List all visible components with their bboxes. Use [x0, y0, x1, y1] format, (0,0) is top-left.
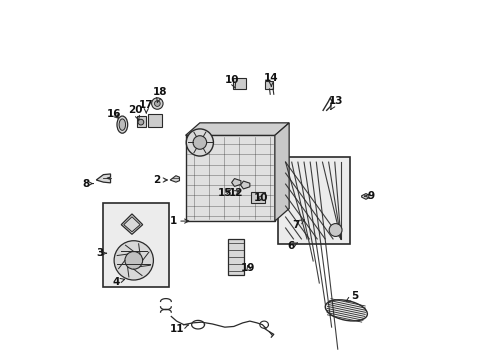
Text: 12: 12 — [228, 188, 243, 198]
Bar — [233, 78, 245, 89]
Polygon shape — [240, 181, 249, 189]
Text: 1: 1 — [169, 216, 188, 226]
Text: 4: 4 — [112, 277, 124, 287]
Text: 13: 13 — [327, 96, 342, 109]
Polygon shape — [274, 123, 288, 221]
Text: 14: 14 — [264, 73, 278, 86]
Text: 20: 20 — [128, 105, 142, 120]
Text: 19: 19 — [241, 262, 255, 273]
Polygon shape — [170, 176, 179, 182]
Ellipse shape — [325, 300, 366, 321]
Bar — [278, 157, 349, 244]
Polygon shape — [231, 179, 241, 186]
Polygon shape — [121, 214, 142, 234]
Bar — [103, 203, 169, 287]
Text: 9: 9 — [364, 191, 374, 201]
Bar — [185, 135, 274, 221]
Bar — [250, 192, 264, 203]
Bar — [148, 113, 162, 127]
Bar — [228, 239, 244, 275]
Text: 17: 17 — [139, 100, 153, 113]
Circle shape — [151, 98, 163, 109]
Polygon shape — [185, 123, 288, 135]
Text: 18: 18 — [153, 87, 167, 102]
Circle shape — [114, 241, 153, 280]
Circle shape — [154, 101, 160, 107]
Polygon shape — [361, 194, 368, 199]
Text: 16: 16 — [107, 109, 121, 119]
Circle shape — [124, 252, 142, 269]
Text: 15: 15 — [217, 188, 232, 198]
Bar — [136, 116, 145, 127]
Text: 7: 7 — [292, 220, 304, 230]
Text: 6: 6 — [287, 241, 297, 251]
Text: 11: 11 — [169, 324, 188, 334]
Text: 8: 8 — [82, 179, 93, 189]
Bar — [264, 81, 272, 89]
Circle shape — [328, 224, 341, 237]
Polygon shape — [96, 174, 110, 183]
Circle shape — [138, 119, 143, 125]
Text: 10: 10 — [253, 193, 267, 203]
Circle shape — [193, 136, 206, 149]
Ellipse shape — [119, 119, 125, 130]
Text: 5: 5 — [346, 291, 358, 301]
Ellipse shape — [117, 116, 127, 133]
Text: 3: 3 — [96, 248, 106, 258]
Circle shape — [186, 129, 213, 156]
Text: 10: 10 — [224, 75, 239, 88]
Text: 2: 2 — [153, 175, 167, 185]
